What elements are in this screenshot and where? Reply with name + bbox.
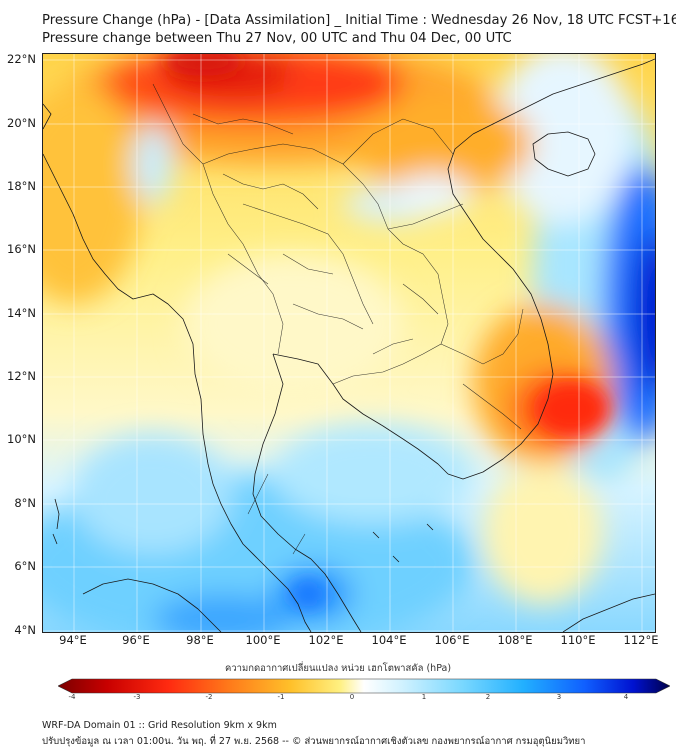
coastlines [43, 58, 655, 632]
colorbar-tick-0: 0 [349, 693, 355, 701]
south-blue-core [290, 580, 326, 608]
colorbar [58, 678, 670, 694]
east-deep-blue-zone [633, 234, 655, 394]
lon-label-108e: 108°E [497, 633, 533, 647]
lon-label-98e: 98°E [186, 633, 214, 647]
colorbar-tick-minus1: -1 [277, 693, 285, 701]
lon-label-106e: 106°E [434, 633, 470, 647]
southeast-red-core [533, 381, 609, 437]
footer-model-info: WRF-DA Domain 01 :: Grid Resolution 9km … [42, 720, 277, 731]
lat-label-12n: 12°N [7, 369, 36, 383]
lat-label-20n: 20°N [7, 116, 36, 130]
lon-label-100e: 100°E [245, 633, 281, 647]
lon-label-104e: 104°E [371, 633, 407, 647]
gulf-cyan-zone [273, 424, 473, 524]
footer-credit: ปรับปรุงข้อมูล ณ เวลา 01:00น. วัน พฤ. ที… [42, 736, 586, 747]
colorbar-tick-4: 4 [623, 693, 629, 701]
lon-label-110e: 110°E [560, 633, 596, 647]
colorbar-title: ความกดอากาศเปลี่ยนแปลง หน่วย เฮกโตพาสคัล… [224, 663, 452, 674]
lat-label-8n: 8°N [14, 496, 36, 510]
center-pale-zone [183, 254, 403, 394]
west-orange-zone [43, 84, 143, 304]
colorbar-tick-3: 3 [556, 693, 562, 701]
andaman-cyan-zone [73, 434, 233, 554]
colorbar-fill [58, 678, 670, 694]
lat-label-22n: 22°N [7, 52, 36, 66]
lat-label-6n: 6°N [14, 559, 36, 573]
lat-label-4n: 4°N [14, 623, 36, 637]
lat-label-14n: 14°N [7, 306, 36, 320]
southeast-yellow-zone [483, 464, 603, 604]
lat-label-18n: 18°N [7, 179, 36, 193]
colorbar-tick-2: 2 [485, 693, 491, 701]
north-red-core [163, 54, 243, 76]
colorbar-tick-minus4: -4 [68, 693, 76, 701]
north-red-zone-2 [283, 54, 403, 114]
north-white-zone [393, 174, 473, 214]
colorbar-tick-1: 1 [421, 693, 427, 701]
lon-label-112e: 112°E [623, 633, 659, 647]
title-line-2: Pressure change between Thu 27 Nov, 00 U… [42, 31, 512, 46]
north-orange-zone-2 [353, 94, 533, 194]
lon-label-102e: 102°E [308, 633, 344, 647]
lon-label-94e: 94°E [59, 633, 87, 647]
lat-label-16n: 16°N [7, 242, 36, 256]
admin-borders [152, 83, 524, 555]
lon-label-96e: 96°E [122, 633, 150, 647]
lat-label-10n: 10°N [7, 432, 36, 446]
southwest-blue-zone [153, 594, 293, 632]
graticule [43, 54, 655, 632]
northeast-white-zone [493, 54, 633, 224]
map-canvas [43, 54, 655, 632]
chart-title: Pressure Change (hPa) - [Data Assimilati… [42, 12, 676, 48]
colorbar-tick-minus2: -2 [205, 693, 213, 701]
pressure-field-cores [163, 54, 609, 608]
pressure-change-map [42, 53, 656, 633]
west-pale-blue-zone [133, 124, 173, 204]
colorbar-tick-minus3: -3 [133, 693, 141, 701]
title-line-1: Pressure Change (hPa) - [Data Assimilati… [42, 13, 676, 28]
